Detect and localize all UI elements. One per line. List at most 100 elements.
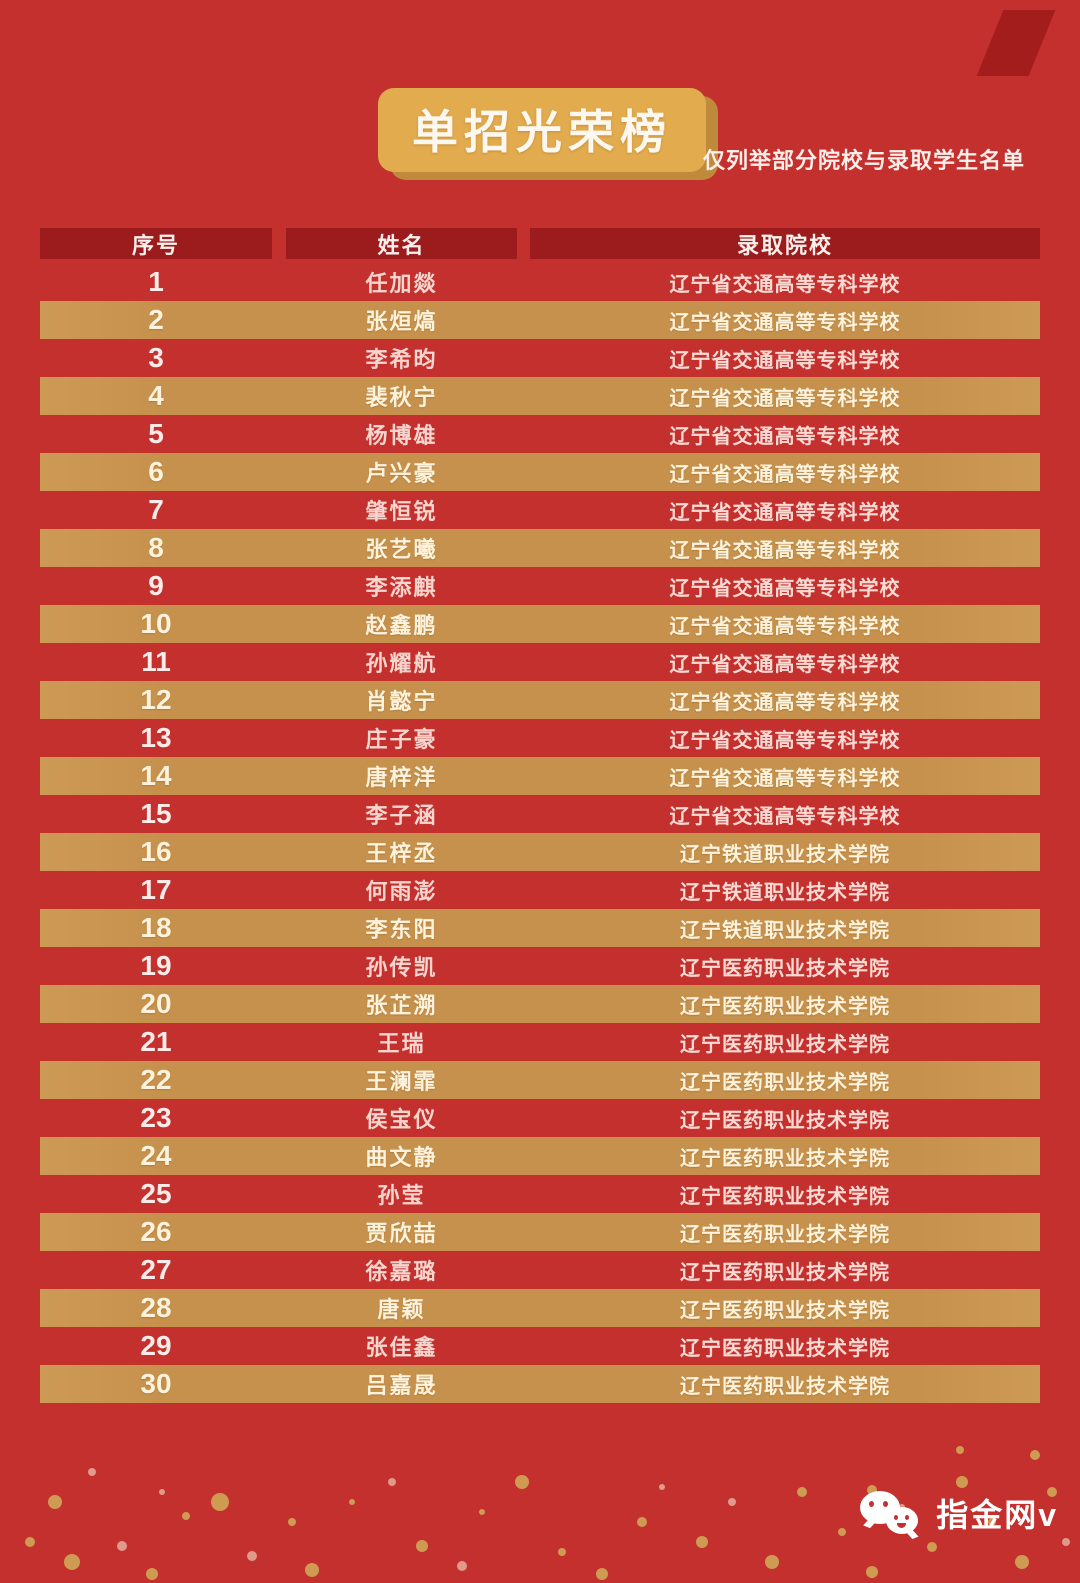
table-row: 30 吕嘉晟 辽宁医药职业技术学院: [40, 1365, 1040, 1403]
row-no-cell: 2: [148, 304, 164, 335]
row-no-cell: 29: [140, 1330, 172, 1361]
table-row: 10 赵鑫鹏 辽宁省交通高等专科学校: [40, 605, 1040, 643]
row-school-cell: 辽宁医药职业技术学院: [680, 1299, 890, 1322]
row-school-cell: 辽宁省交通高等专科学校: [669, 387, 901, 410]
row-school-cell: 辽宁省交通高等专科学校: [669, 273, 901, 296]
row-school-cell: 辽宁省交通高等专科学校: [669, 311, 901, 334]
row-name-cell: 李子涵: [365, 803, 438, 828]
table-row: 13 庄子豪 辽宁省交通高等专科学校: [40, 719, 1040, 757]
row-school-cell: 辽宁医药职业技术学院: [680, 957, 890, 980]
decor-dot: [558, 1548, 566, 1556]
row-no-cell: 24: [140, 1140, 172, 1171]
table-row: 23 侯宝仪 辽宁医药职业技术学院: [40, 1099, 1040, 1137]
row-no-cell: 26: [140, 1216, 172, 1247]
column-header-school: 录取院校: [530, 228, 1040, 259]
decor-dot: [211, 1493, 229, 1511]
decor-dot: [515, 1475, 529, 1489]
row-name-cell: 吕嘉晟: [365, 1373, 438, 1398]
decor-dot: [866, 1566, 878, 1578]
table-row: 28 唐颖 辽宁医药职业技术学院: [40, 1289, 1040, 1327]
row-no-cell: 25: [140, 1178, 172, 1209]
row-school-cell: 辽宁省交通高等专科学校: [669, 767, 901, 790]
row-name-cell: 李东阳: [365, 917, 438, 942]
honor-roll-table: 序号 姓名 录取院校 1 任加燚 辽宁省交通高等专科学校 2 张烜熇 辽宁省交通高等专科学…: [40, 228, 1040, 1403]
table-row: 16 王梓丞 辽宁铁道职业技术学院: [40, 833, 1040, 871]
row-school-cell: 辽宁省交通高等专科学校: [669, 805, 901, 828]
row-name-cell: 张烜熇: [365, 309, 438, 334]
page-title: 单招光荣榜: [412, 106, 672, 158]
decor-dot: [25, 1537, 35, 1547]
decor-dot: [288, 1518, 296, 1526]
decor-dot: [696, 1536, 708, 1548]
table-row: 24 曲文静 辽宁医药职业技术学院: [40, 1137, 1040, 1175]
decor-dot: [797, 1487, 807, 1497]
row-name-cell: 庄子豪: [365, 727, 438, 752]
decor-dot: [88, 1468, 96, 1476]
row-name-cell: 杨博雄: [365, 423, 438, 448]
row-name-cell: 孙传凯: [365, 955, 438, 980]
row-school-cell: 辽宁省交通高等专科学校: [669, 729, 901, 752]
table-body: 1 任加燚 辽宁省交通高等专科学校 2 张烜熇 辽宁省交通高等专科学校 3 李希昀 辽宁省交通高…: [40, 263, 1040, 1403]
row-school-cell: 辽宁省交通高等专科学校: [669, 539, 901, 562]
row-no-cell: 4: [148, 380, 164, 411]
table-row: 25 孙莹 辽宁医药职业技术学院: [40, 1175, 1040, 1213]
row-no-cell: 16: [140, 836, 172, 867]
row-name-cell: 徐嘉璐: [365, 1259, 438, 1284]
decor-dot: [637, 1517, 647, 1527]
row-school-cell: 辽宁医药职业技术学院: [680, 1223, 890, 1246]
row-name-cell: 孙莹: [377, 1183, 426, 1208]
column-header-no: 序号: [40, 228, 272, 259]
decor-dot: [457, 1561, 467, 1571]
row-no-cell: 21: [140, 1026, 172, 1057]
table-row: 22 王澜霏 辽宁医药职业技术学院: [40, 1061, 1040, 1099]
row-no-cell: 17: [140, 874, 172, 905]
row-school-cell: 辽宁医药职业技术学院: [680, 1147, 890, 1170]
table-row: 19 孙传凯 辽宁医药职业技术学院: [40, 947, 1040, 985]
decor-dot: [765, 1555, 779, 1569]
table-row: 20 张芷溯 辽宁医药职业技术学院: [40, 985, 1040, 1023]
decor-dot: [247, 1551, 257, 1561]
row-name-cell: 卢兴豪: [365, 461, 438, 486]
table-row: 1 任加燚 辽宁省交通高等专科学校: [40, 263, 1040, 301]
table-row: 15 李子涵 辽宁省交通高等专科学校: [40, 795, 1040, 833]
table-row: 3 李希昀 辽宁省交通高等专科学校: [40, 339, 1040, 377]
decor-dot: [146, 1568, 158, 1580]
row-school-cell: 辽宁医药职业技术学院: [680, 995, 890, 1018]
row-name-cell: 任加燚: [365, 271, 438, 296]
decor-dot: [659, 1484, 665, 1490]
row-no-cell: 10: [140, 608, 172, 639]
table-header: 序号 姓名 录取院校: [40, 228, 1040, 259]
table-row: 7 肇恒锐 辽宁省交通高等专科学校: [40, 491, 1040, 529]
table-row: 12 肖懿宁 辽宁省交通高等专科学校: [40, 681, 1040, 719]
row-no-cell: 1: [148, 266, 164, 297]
table-row: 11 孙耀航 辽宁省交通高等专科学校: [40, 643, 1040, 681]
row-no-cell: 9: [148, 570, 164, 601]
decor-dot: [349, 1499, 355, 1505]
brand-badge: 指金网v: [860, 1485, 1058, 1541]
row-no-cell: 8: [148, 532, 164, 563]
decor-dot: [305, 1563, 319, 1577]
corner-slash-decoration: [976, 10, 1056, 76]
brand-name: 指金网v: [936, 1497, 1058, 1533]
row-no-cell: 5: [148, 418, 164, 449]
row-no-cell: 13: [140, 722, 172, 753]
row-school-cell: 辽宁医药职业技术学院: [680, 1109, 890, 1132]
table-row: 29 张佳鑫 辽宁医药职业技术学院: [40, 1327, 1040, 1365]
row-name-cell: 张佳鑫: [365, 1335, 438, 1360]
row-no-cell: 28: [140, 1292, 172, 1323]
row-no-cell: 7: [148, 494, 164, 525]
row-school-cell: 辽宁铁道职业技术学院: [680, 843, 890, 866]
decor-dot: [956, 1446, 964, 1454]
row-no-cell: 6: [148, 456, 164, 487]
row-name-cell: 肇恒锐: [365, 499, 438, 524]
row-school-cell: 辽宁省交通高等专科学校: [669, 577, 901, 600]
decor-dot: [1030, 1450, 1040, 1460]
decor-dot: [479, 1509, 485, 1515]
column-header-name: 姓名: [286, 228, 517, 259]
row-name-cell: 侯宝仪: [365, 1107, 438, 1132]
decor-dot: [416, 1540, 428, 1552]
row-name-cell: 李希昀: [365, 347, 438, 372]
row-school-cell: 辽宁铁道职业技术学院: [680, 919, 890, 942]
row-no-cell: 22: [140, 1064, 172, 1095]
